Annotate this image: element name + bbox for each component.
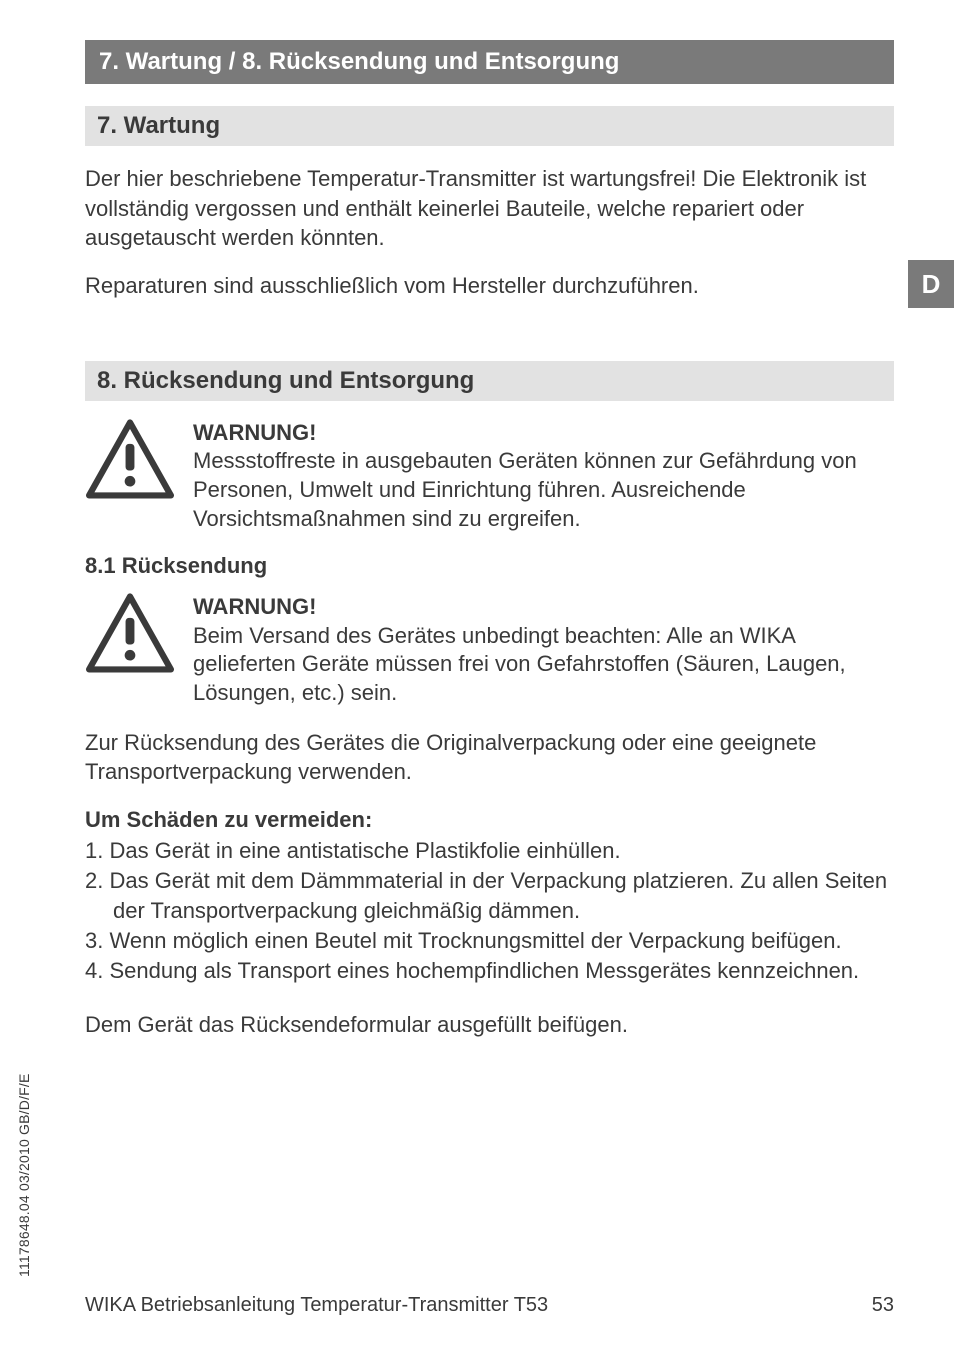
section-7-para-1: Der hier beschriebene Temperatur-Transmi…: [85, 164, 894, 253]
chapter-title-bar: 7. Wartung / 8. Rücksendung und Entsorgu…: [85, 40, 894, 84]
language-tab: D: [908, 260, 954, 308]
page-footer: WIKA Betriebsanleitung Temperatur-Transm…: [85, 1294, 894, 1317]
warning-2-text: WARNUNG! Beim Versand des Gerätes unbedi…: [193, 593, 894, 707]
warning-1-body: Messstoffreste in ausgebauten Geräten kö…: [193, 448, 857, 530]
spacer: [85, 319, 894, 361]
footer-left: WIKA Betriebsanleitung Temperatur-Transm…: [85, 1294, 548, 1317]
damage-avoidance-list: Um Schäden zu vermeiden: 1. Das Gerät in…: [85, 805, 894, 986]
closing-para: Dem Gerät das Rücksendeformular ausgefül…: [85, 1010, 894, 1040]
warning-block-2: WARNUNG! Beim Versand des Gerätes unbedi…: [85, 593, 894, 707]
section-7-para-2: Reparaturen sind ausschließlich vom Hers…: [85, 271, 894, 301]
list-item: 1. Das Gerät in eine antistatische Plast…: [85, 836, 894, 865]
warning-block-1: WARNUNG! Messstoffreste in ausgebauten G…: [85, 419, 894, 533]
spacer: [85, 986, 894, 1010]
list-item: 3. Wenn möglich einen Beutel mit Trocknu…: [85, 926, 894, 955]
section-8-heading: 8. Rücksendung und Entsorgung: [85, 361, 894, 401]
warning-1-text: WARNUNG! Messstoffreste in ausgebauten G…: [193, 419, 894, 533]
subsection-8-1-heading: 8.1 Rücksendung: [85, 553, 894, 579]
warning-triangle-icon: [85, 593, 175, 673]
section-7-heading: 7. Wartung: [85, 106, 894, 146]
document-code-vertical: 11178648.04 03/2010 GB/D/F/E: [16, 1073, 32, 1277]
list-title: Um Schäden zu vermeiden:: [85, 805, 894, 834]
list-item: 4. Sendung als Transport eines hochempfi…: [85, 956, 894, 985]
subsection-8-1-para: Zur Rücksendung des Gerätes die Original…: [85, 728, 894, 787]
warning-triangle-icon: [85, 419, 175, 499]
warning-2-body: Beim Versand des Gerätes unbedingt beach…: [193, 623, 846, 705]
list-item: 2. Das Gerät mit dem Dämmmaterial in der…: [85, 866, 894, 925]
page-container: 7. Wartung / 8. Rücksendung und Entsorgu…: [0, 0, 954, 1345]
warning-1-title: WARNUNG!: [193, 420, 316, 445]
footer-page-number: 53: [872, 1294, 894, 1317]
warning-2-title: WARNUNG!: [193, 594, 316, 619]
